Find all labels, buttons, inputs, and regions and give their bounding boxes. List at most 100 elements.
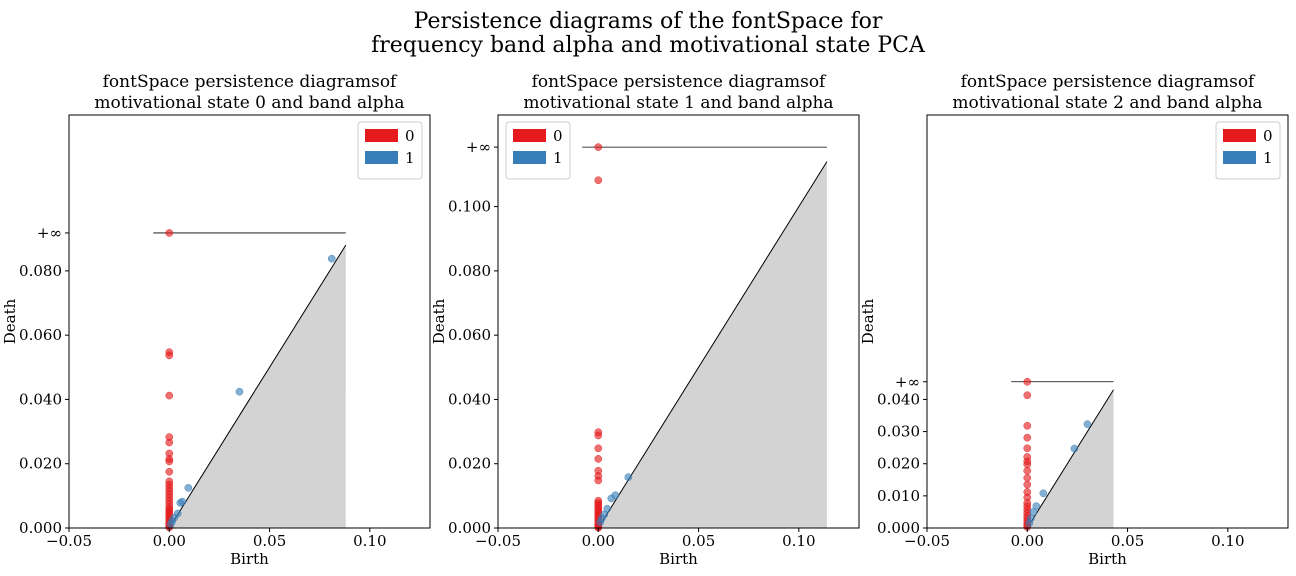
panel-2: fontSpace persistence diagramsofmotivati…: [859, 72, 1289, 568]
axes-frame: [68, 114, 431, 529]
point-h1: [607, 494, 616, 503]
x-tick-label: 0.05: [1111, 532, 1144, 550]
y-tick-label: 0.020: [448, 455, 491, 473]
x-tick-label: −0.05: [904, 532, 950, 550]
legend-swatch-h0: [365, 129, 398, 142]
point-h0: [1023, 474, 1032, 482]
point-h0: [594, 476, 603, 485]
point-h1: [184, 483, 193, 492]
x-axis-label: Birth: [659, 550, 698, 568]
point-h0: [1023, 466, 1032, 475]
point-h0: [1023, 377, 1032, 386]
point-h0: [594, 143, 603, 151]
point-h1: [235, 387, 244, 396]
legend: 01: [505, 121, 571, 180]
point-h0: [594, 176, 603, 185]
y-tick-label: 0.060: [19, 326, 62, 344]
point-h0: [165, 391, 174, 400]
point-h1: [1070, 444, 1079, 453]
y-tick-label: 0.010: [877, 487, 920, 505]
legend-swatch-h1: [1223, 151, 1256, 164]
x-tick-label: −0.05: [46, 532, 92, 550]
legend-label-h1: 1: [1263, 149, 1273, 167]
legend-swatch-h0: [513, 129, 546, 142]
diagonal-line: [168, 244, 347, 529]
y-tick-label: 0.020: [19, 455, 62, 473]
figure-title-line1: Persistence diagrams of the fontSpace fo…: [414, 9, 883, 34]
legend: 01: [357, 121, 423, 180]
inf-tick-label: +∞: [37, 224, 62, 242]
y-axis-label: Death: [859, 298, 877, 344]
point-h0: [165, 351, 174, 360]
inf-tick-label: +∞: [466, 138, 491, 156]
point-h0: [1023, 480, 1032, 489]
x-tick-label: 0.00: [153, 532, 186, 550]
point-h0: [1023, 460, 1032, 469]
point-h0: [594, 431, 603, 440]
x-tick-label: −0.05: [475, 532, 521, 550]
panel-title-line1: fontSpace persistence diagramsof: [961, 72, 1256, 92]
point-h0: [165, 467, 174, 476]
y-tick-label: 0.030: [877, 423, 920, 441]
diagonal-line: [597, 161, 828, 529]
point-h1: [1025, 519, 1034, 528]
panel-title-line2: motivational state 1 and band alpha: [523, 93, 833, 113]
panel-1: fontSpace persistence diagramsofmotivati…: [430, 72, 860, 568]
x-axis-label: Birth: [230, 550, 269, 568]
x-tick-label: 0.05: [682, 532, 715, 550]
panel-title-line1: fontSpace persistence diagramsof: [103, 72, 398, 92]
point-h1: [596, 518, 605, 527]
legend-label-h1: 1: [553, 149, 563, 167]
legend-swatch-h0: [1223, 129, 1256, 142]
point-h1: [176, 499, 185, 507]
panel-title-line2: motivational state 0 and band alpha: [94, 93, 404, 113]
y-tick-label: 0.040: [448, 390, 491, 408]
legend-label-h0: 0: [405, 127, 415, 145]
point-h1: [167, 520, 175, 528]
y-tick-label: 0.080: [448, 262, 491, 280]
legend: 01: [1215, 121, 1281, 180]
inf-tick-label: +∞: [895, 373, 920, 391]
point-h1: [1039, 489, 1048, 498]
point-h0: [165, 438, 174, 447]
point-h0: [165, 229, 174, 237]
y-tick-label: 0.100: [448, 198, 491, 216]
diagonal-line: [1026, 389, 1114, 529]
y-axis-label: Death: [1, 298, 19, 344]
point-h0: [165, 457, 174, 466]
point-h1: [1029, 508, 1038, 516]
x-tick-label: 0.05: [253, 532, 286, 550]
point-h0: [1023, 433, 1032, 442]
point-h0: [1023, 444, 1032, 453]
y-tick-label: 0.000: [19, 519, 62, 537]
y-tick-label: 0.020: [877, 455, 920, 473]
point-h0: [1023, 421, 1032, 430]
axes-frame: [926, 114, 1289, 529]
x-tick-label: 0.00: [582, 532, 615, 550]
x-tick-label: 0.10: [1211, 532, 1244, 550]
legend-label-h0: 0: [1263, 127, 1273, 145]
y-tick-label: 0.000: [448, 519, 491, 537]
panel-title-line1: fontSpace persistence diagramsof: [532, 72, 827, 92]
y-tick-label: 0.040: [877, 390, 920, 408]
point-h1: [327, 254, 336, 263]
y-tick-label: 0.080: [19, 262, 62, 280]
x-tick-label: 0.10: [782, 532, 815, 550]
panel-title-line2: motivational state 2 and band alpha: [952, 93, 1262, 113]
point-h0: [594, 455, 603, 463]
point-h0: [1023, 391, 1032, 400]
point-h1: [1083, 420, 1092, 429]
panel-0: fontSpace persistence diagramsofmotivati…: [1, 72, 431, 568]
legend-label-h1: 1: [405, 149, 415, 167]
y-tick-label: 0.000: [877, 519, 920, 537]
figure-title-line2: frequency band alpha and motivational st…: [371, 33, 926, 58]
y-tick-label: 0.060: [448, 326, 491, 344]
point-h0: [594, 444, 603, 453]
x-tick-label: 0.10: [353, 532, 386, 550]
y-axis-label: Death: [430, 298, 448, 344]
legend-swatch-h1: [513, 151, 546, 164]
x-tick-label: 0.00: [1011, 532, 1044, 550]
legend-swatch-h1: [365, 151, 398, 164]
point-h1: [624, 473, 633, 482]
